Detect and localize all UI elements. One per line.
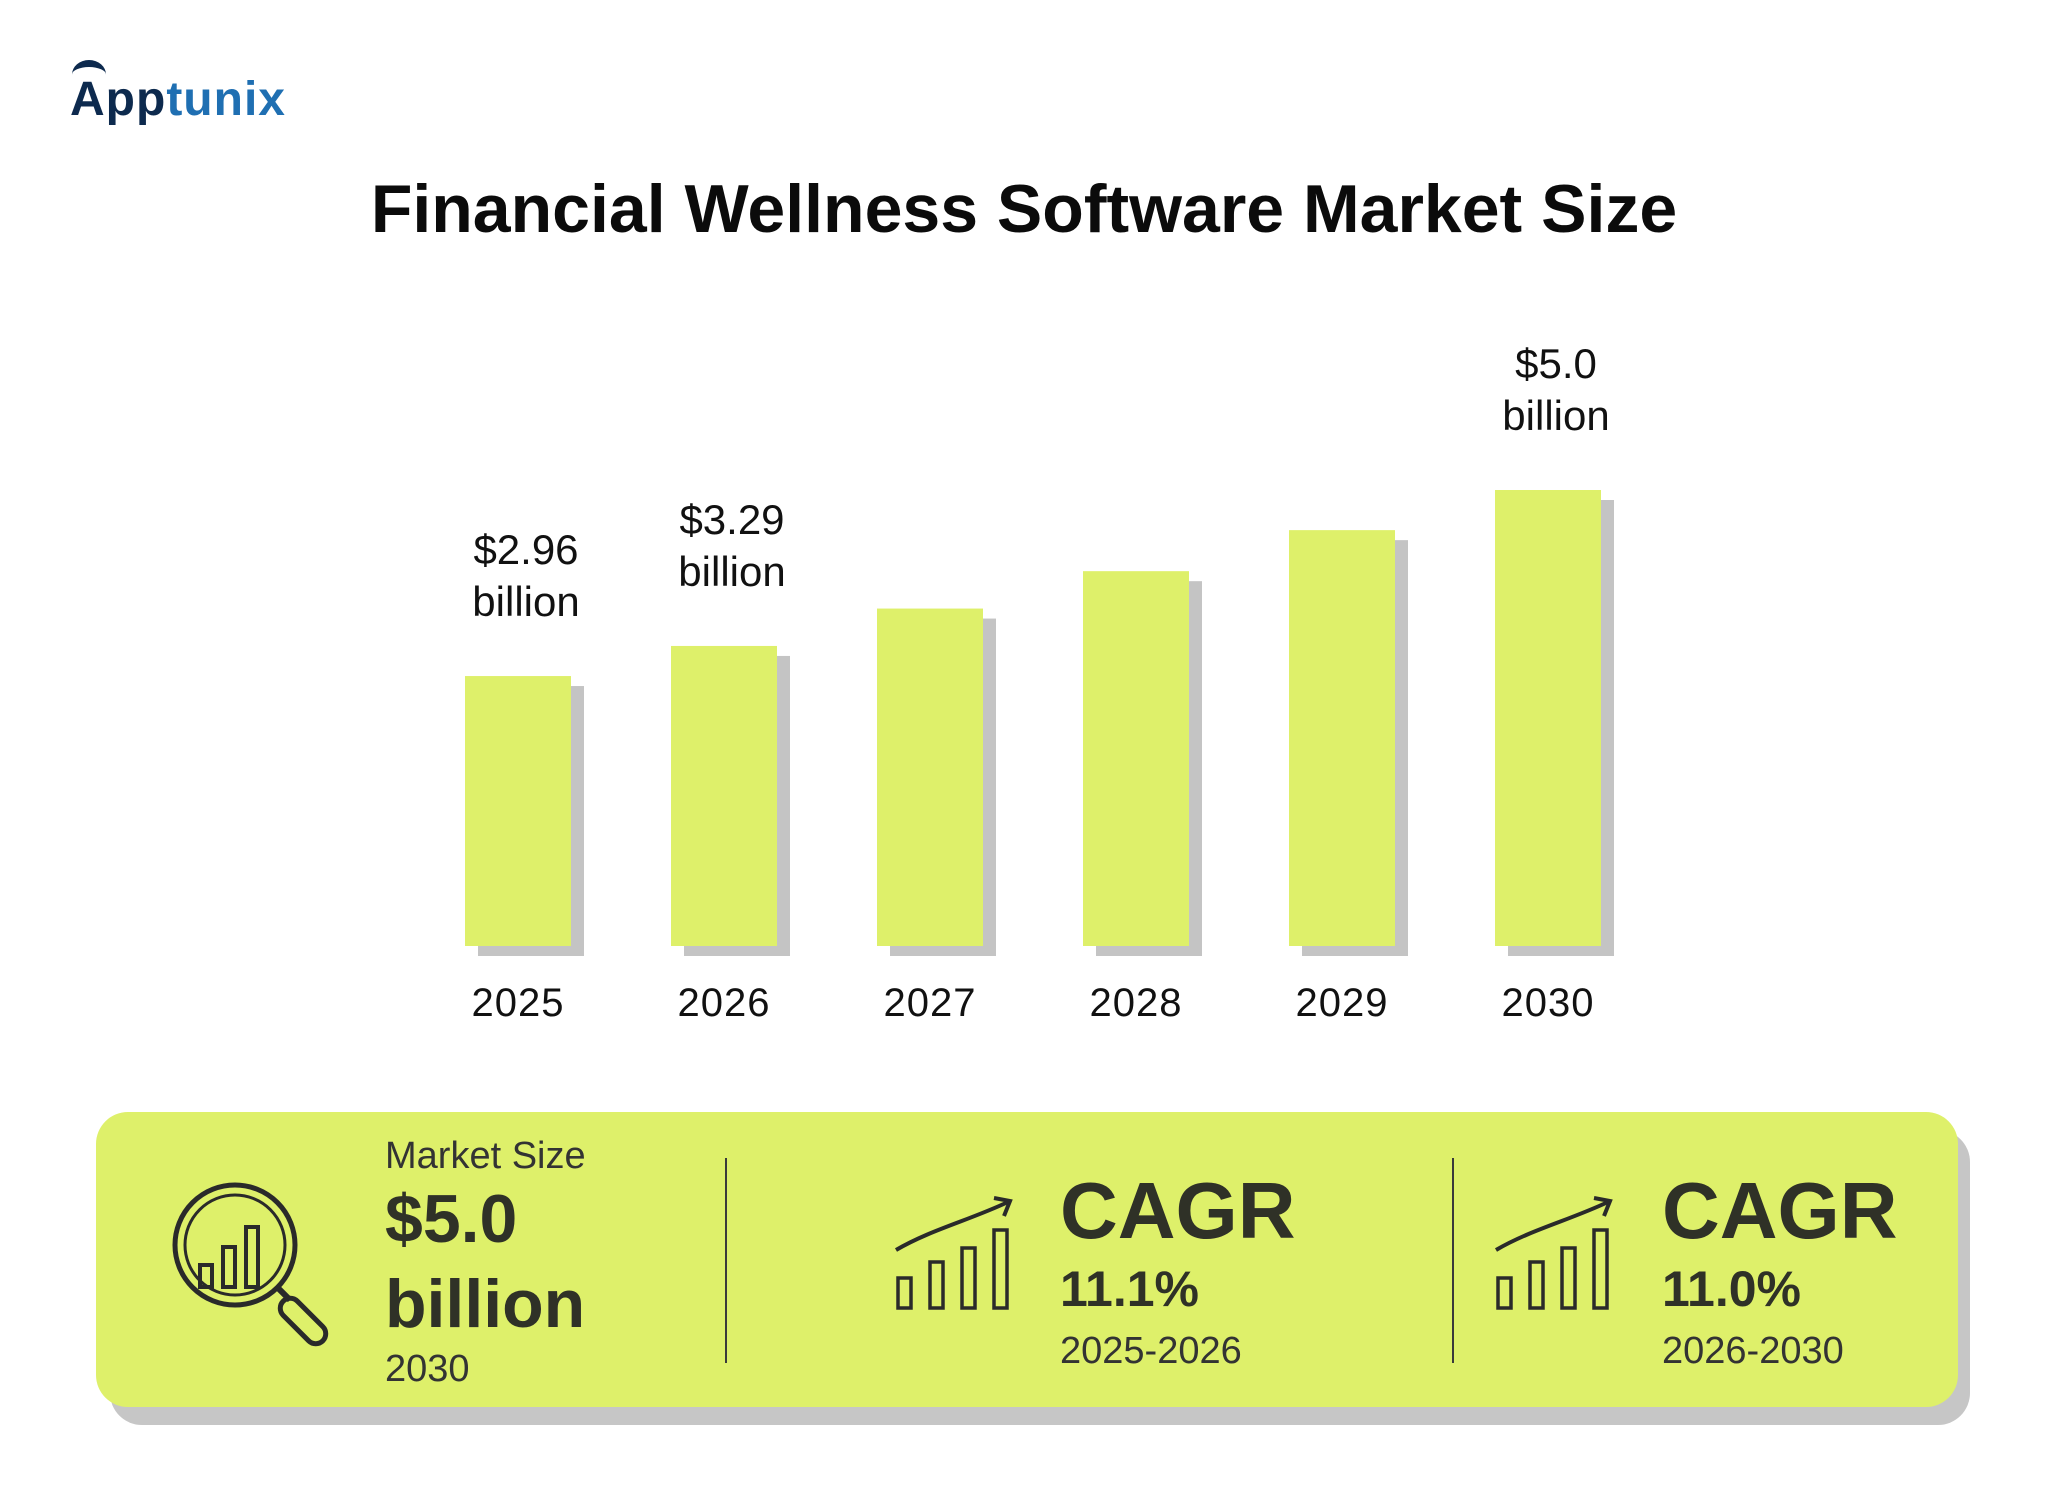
- x-tick-label: 2028: [1090, 981, 1183, 1025]
- bar-value-unit-label: billion: [472, 578, 579, 625]
- panel-divider: [725, 1158, 727, 1363]
- bar-value-unit-label: billion: [1502, 392, 1609, 439]
- cagr1-period: 2025-2026: [1060, 1330, 1242, 1372]
- x-tick-label: 2030: [1502, 981, 1595, 1025]
- bar-value-label: $3.29: [679, 496, 784, 543]
- bar-value-label: $5.0: [1515, 340, 1597, 387]
- logo-text-pp: pp: [105, 73, 167, 126]
- bar: [1289, 530, 1395, 946]
- market-size-year: 2030: [385, 1348, 470, 1390]
- bar-chart: 2025 $2.96 billion 2026 $3.29 billion 2027 2028…: [465, 340, 1614, 1025]
- bar: [1083, 571, 1189, 946]
- x-tick-label: 2026: [678, 981, 771, 1025]
- logo-text-tunix: tunix: [166, 73, 286, 126]
- cagr2-title: CAGR: [1662, 1166, 1898, 1255]
- x-tick-label: 2029: [1296, 981, 1389, 1025]
- bar: [465, 676, 571, 946]
- market-size-label: Market Size: [385, 1135, 586, 1177]
- magnifier-bar-chart-icon: [172, 1182, 329, 1347]
- market-size-value: $5.0: [385, 1181, 518, 1257]
- bar: [877, 608, 983, 946]
- panel-divider: [1452, 1158, 1454, 1363]
- bar-value-unit-label: billion: [678, 548, 785, 595]
- growth-bar-chart-icon: [1494, 1196, 1613, 1310]
- growth-bar-chart-icon: [894, 1196, 1013, 1310]
- bar: [671, 645, 777, 946]
- x-tick-label: 2027: [884, 981, 977, 1025]
- x-tick-label: 2025: [472, 981, 565, 1025]
- market-size-unit: billion: [385, 1266, 586, 1342]
- bar: [1495, 490, 1601, 946]
- cagr2-value: 11.0%: [1662, 1261, 1802, 1317]
- chart-title: Financial Wellness Software Market Size: [370, 171, 1678, 247]
- logo-letter-a: A: [70, 60, 106, 126]
- bar-value-label: $2.96: [473, 526, 578, 573]
- cagr2-period: 2026-2030: [1662, 1330, 1844, 1372]
- cagr1-title: CAGR: [1060, 1166, 1296, 1255]
- stats-panel: [96, 1112, 1958, 1407]
- cagr1-value: 11.1%: [1060, 1261, 1200, 1317]
